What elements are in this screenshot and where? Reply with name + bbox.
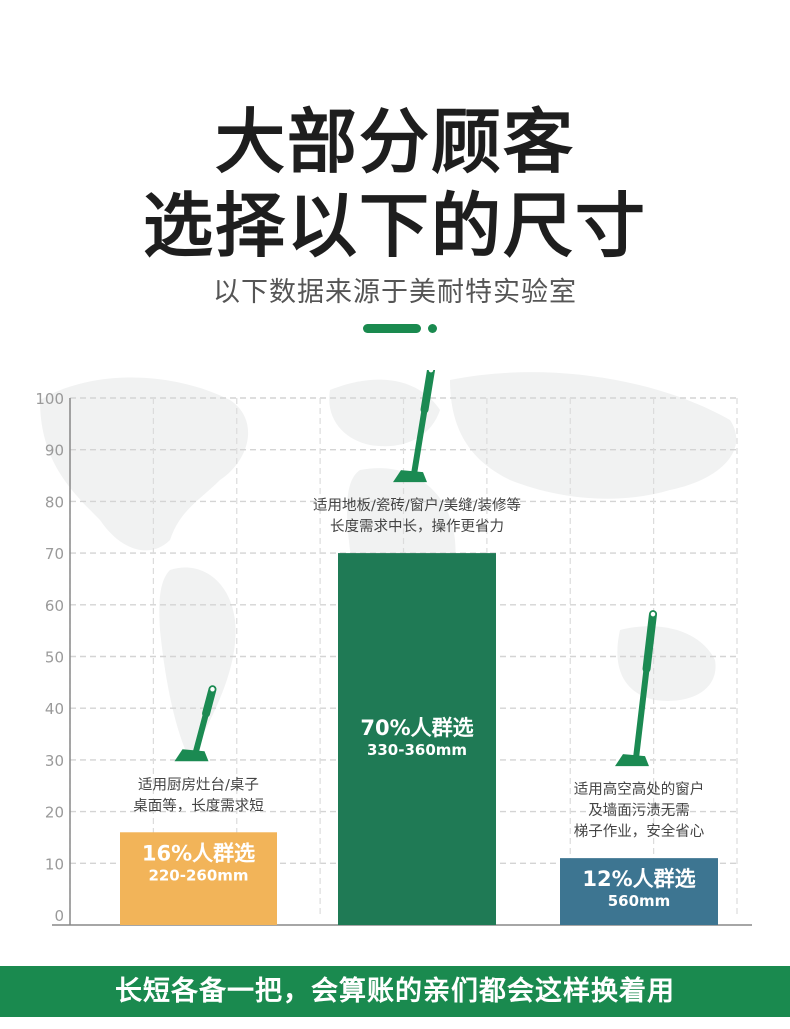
y-tick-label: 60 xyxy=(45,597,64,615)
bar-percent-label: 16%人群选 xyxy=(142,841,255,865)
bar-note-line: 及墙面污渍无需 xyxy=(588,802,690,819)
bar-note-line: 长度需求中长，操作更省力 xyxy=(330,518,504,535)
y-tick-label: 100 xyxy=(35,390,64,408)
accent-divider-dot xyxy=(428,324,437,333)
mop-icons xyxy=(174,370,657,767)
long-mop-icon xyxy=(615,610,657,767)
page-title-line-1: 大部分顾客 xyxy=(215,101,575,183)
medium-mop-icon xyxy=(393,370,435,483)
page-subtitle: 以下数据来源于美耐特实验室 xyxy=(213,277,577,308)
mop-grip xyxy=(420,370,435,414)
bar-note-line: 适用地板/瓷砖/窗户/美缝/装修等 xyxy=(313,496,521,514)
y-tick-label: 80 xyxy=(45,493,64,511)
bar-note-line: 梯子作业，安全省心 xyxy=(574,822,705,840)
mop-hang-hole xyxy=(208,685,217,694)
y-tick-label: 90 xyxy=(45,442,64,460)
mop-hang-hole xyxy=(649,610,657,618)
bars xyxy=(120,553,718,925)
mop-grip xyxy=(642,610,657,673)
bar xyxy=(120,832,277,925)
bar xyxy=(560,858,718,925)
y-tick-label: 10 xyxy=(45,855,64,873)
bar-note-line: 适用厨房灶台/桌子 xyxy=(138,776,259,793)
mop-grip xyxy=(202,685,217,718)
page-title-line-2: 选择以下的尺寸 xyxy=(143,185,647,267)
footer-banner: 长短各备一把，会算账的亲们都会这样换着用 xyxy=(0,966,790,1017)
accent-divider-bar xyxy=(363,324,421,333)
bar-percent-label: 70%人群选 xyxy=(360,716,473,740)
bar xyxy=(338,553,496,925)
mop-hang-hole xyxy=(427,370,435,374)
y-tick-label: 0 xyxy=(54,907,64,925)
y-tick-label: 20 xyxy=(45,804,64,822)
y-tick-label: 70 xyxy=(45,545,64,563)
short-mop-icon xyxy=(174,685,217,762)
bar-size-label: 330-360mm xyxy=(367,741,467,759)
mop-head xyxy=(393,470,427,483)
bar-note-line: 桌面等，长度需求短 xyxy=(133,796,264,814)
bar-note-line: 适用高空高处的窗户 xyxy=(574,780,705,798)
mop-head xyxy=(174,749,209,762)
bar-percent-label: 12%人群选 xyxy=(582,867,695,891)
mop-head xyxy=(615,754,649,767)
bar-size-label: 560mm xyxy=(608,892,671,910)
y-tick-label: 30 xyxy=(45,752,64,770)
y-tick-label: 40 xyxy=(45,700,64,718)
bar-size-label: 220-260mm xyxy=(148,866,248,884)
y-tick-label: 50 xyxy=(45,649,64,667)
